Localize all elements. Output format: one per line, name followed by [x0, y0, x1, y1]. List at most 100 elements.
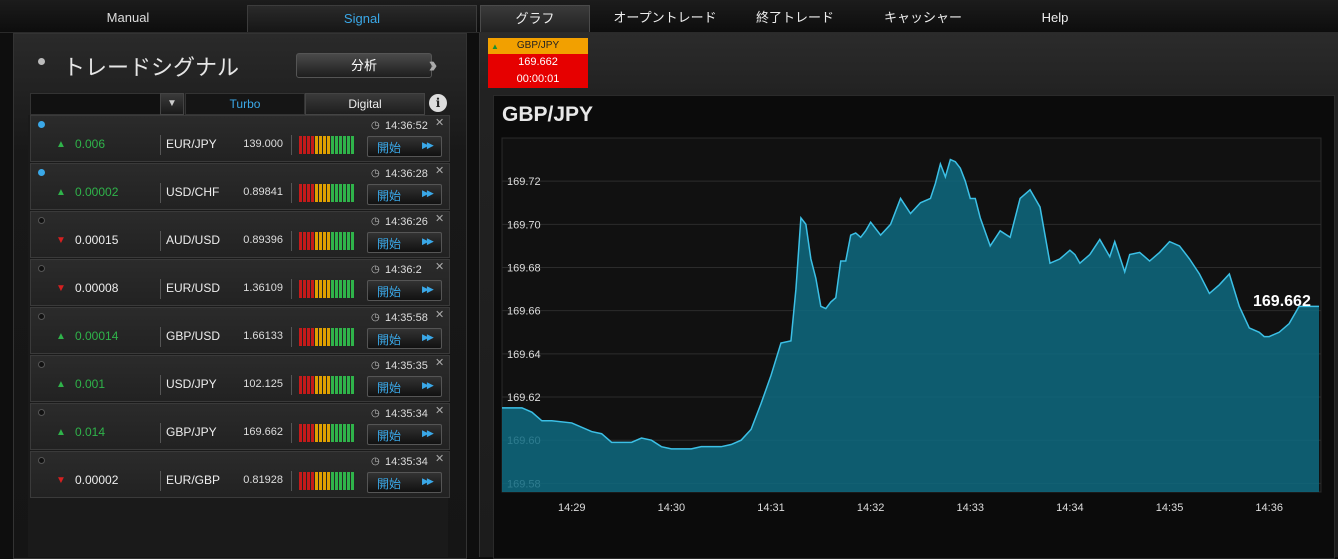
top-nav-bar	[0, 0, 1338, 33]
close-icon[interactable]: ✕	[435, 405, 445, 417]
y-tick-label: 169.72	[507, 176, 541, 188]
start-button[interactable]: 開始 ▶▶	[367, 424, 442, 445]
meter-bar	[303, 376, 306, 394]
signal-pair: GBP/USD	[166, 329, 221, 343]
meter-bar	[335, 280, 338, 298]
signal-row[interactable]: ▼ 0.00002 EUR/GBP 0.81928 ◷ 14:35:34 ✕ 開…	[30, 451, 450, 498]
divider	[291, 471, 292, 491]
ticker-pair[interactable]: GBP/JPY	[488, 38, 588, 54]
signal-row[interactable]: ▲ 0.00002 USD/CHF 0.89841 ◷ 14:36:28 ✕ 開…	[30, 163, 450, 210]
close-icon[interactable]: ✕	[435, 309, 445, 321]
signal-time: 14:35:58	[385, 312, 428, 324]
meter-bar	[327, 472, 330, 490]
tab-help[interactable]: Help	[1041, 10, 1069, 25]
filter-digital[interactable]: Digital	[305, 93, 425, 115]
filter-turbo[interactable]: Turbo	[185, 93, 305, 115]
signal-pair: GBP/JPY	[166, 425, 217, 439]
divider	[160, 135, 161, 155]
meter-bar	[335, 184, 338, 202]
meter-bar	[299, 472, 302, 490]
close-icon[interactable]: ✕	[435, 213, 445, 225]
close-icon[interactable]: ✕	[435, 261, 445, 273]
meter-bar	[311, 328, 314, 346]
signal-price: 139.000	[243, 138, 283, 150]
start-button[interactable]: 開始 ▶▶	[367, 280, 442, 301]
close-icon[interactable]: ✕	[435, 357, 445, 369]
meter-bar	[335, 232, 338, 250]
fast-forward-icon: ▶▶	[422, 428, 434, 438]
start-button[interactable]: 開始 ▶▶	[367, 136, 442, 157]
panel-title: トレードシグナル	[63, 55, 240, 80]
signal-strength-meter	[299, 184, 354, 202]
meter-bar	[311, 424, 314, 442]
clock-icon: ◷	[371, 360, 380, 371]
start-button-label: 開始	[377, 333, 402, 347]
start-button[interactable]: 開始 ▶▶	[367, 184, 442, 205]
meter-bar	[331, 232, 334, 250]
meter-bar	[323, 280, 326, 298]
ticker-timer: 00:00:01	[488, 71, 588, 88]
info-icon[interactable]: i	[429, 94, 447, 112]
start-button[interactable]: 開始 ▶▶	[367, 232, 442, 253]
ticker-price: 169.662	[488, 54, 588, 71]
meter-bar	[319, 328, 322, 346]
signal-pair: EUR/GBP	[166, 473, 221, 487]
meter-bar	[307, 424, 310, 442]
triangle-up-icon: ▲	[56, 331, 66, 342]
meter-bar	[347, 376, 350, 394]
meter-bar	[323, 424, 326, 442]
close-icon[interactable]: ✕	[435, 165, 445, 177]
signal-strength-meter	[299, 136, 354, 154]
chevron-down-icon[interactable]: ▼	[160, 93, 184, 115]
signal-row[interactable]: ▼ 0.00015 AUD/USD 0.89396 ◷ 14:36:26 ✕ 開…	[30, 211, 450, 258]
signal-row[interactable]: ▲ 0.00014 GBP/USD 1.66133 ◷ 14:35:58 ✕ 開…	[30, 307, 450, 354]
triangle-down-icon: ▼	[56, 235, 66, 246]
fast-forward-icon: ▶▶	[422, 476, 434, 486]
signal-pair: USD/CHF	[166, 185, 220, 199]
start-button-label: 開始	[377, 285, 402, 299]
signal-row[interactable]: ▼ 0.00008 EUR/USD 1.36109 ◷ 14:36:2 ✕ 開始…	[30, 259, 450, 306]
tab-open-trades[interactable]: オープントレード	[613, 10, 717, 25]
start-button[interactable]: 開始 ▶▶	[367, 376, 442, 397]
status-dot	[38, 217, 45, 224]
close-icon[interactable]: ✕	[435, 117, 445, 129]
status-dot	[38, 361, 45, 368]
tab-closed-trades[interactable]: 終了トレード	[755, 10, 834, 25]
meter-bar	[307, 232, 310, 250]
signal-price: 0.81928	[243, 474, 283, 486]
signal-row[interactable]: ▲ 0.006 EUR/JPY 139.000 ◷ 14:36:52 ✕ 開始 …	[30, 115, 450, 162]
meter-bar	[307, 376, 310, 394]
meter-bar	[351, 280, 354, 298]
status-dot	[38, 457, 45, 464]
tab-graph[interactable]: グラフ	[480, 5, 590, 32]
divider	[291, 423, 292, 443]
tab-manual[interactable]: Manual	[106, 10, 150, 25]
meter-bar	[319, 472, 322, 490]
meter-bar	[299, 136, 302, 154]
analyze-button[interactable]: 分析	[296, 53, 432, 78]
y-tick-label: 169.64	[507, 349, 541, 361]
signal-row[interactable]: ▲ 0.014 GBP/JPY 169.662 ◷ 14:35:34 ✕ 開始 …	[30, 403, 450, 450]
start-button-label: 開始	[377, 477, 402, 491]
meter-bar	[351, 184, 354, 202]
signal-strength-meter	[299, 328, 354, 346]
meter-bar	[319, 136, 322, 154]
meter-bar	[335, 376, 338, 394]
start-button[interactable]: 開始 ▶▶	[367, 328, 442, 349]
divider	[160, 231, 161, 251]
divider	[291, 279, 292, 299]
tab-cashier[interactable]: キャッシャー	[883, 10, 962, 25]
title-bullet	[38, 58, 45, 65]
close-icon[interactable]: ✕	[435, 453, 445, 465]
meter-bar	[351, 232, 354, 250]
divider	[160, 279, 161, 299]
start-button[interactable]: 開始 ▶▶	[367, 472, 442, 493]
meter-bar	[347, 232, 350, 250]
tab-signal[interactable]: Signal	[247, 5, 477, 32]
meter-bar	[299, 280, 302, 298]
x-tick-label: 14:30	[658, 502, 686, 514]
meter-bar	[339, 376, 342, 394]
meter-bar	[335, 136, 338, 154]
signal-row[interactable]: ▲ 0.001 USD/JPY 102.125 ◷ 14:35:35 ✕ 開始 …	[30, 355, 450, 402]
